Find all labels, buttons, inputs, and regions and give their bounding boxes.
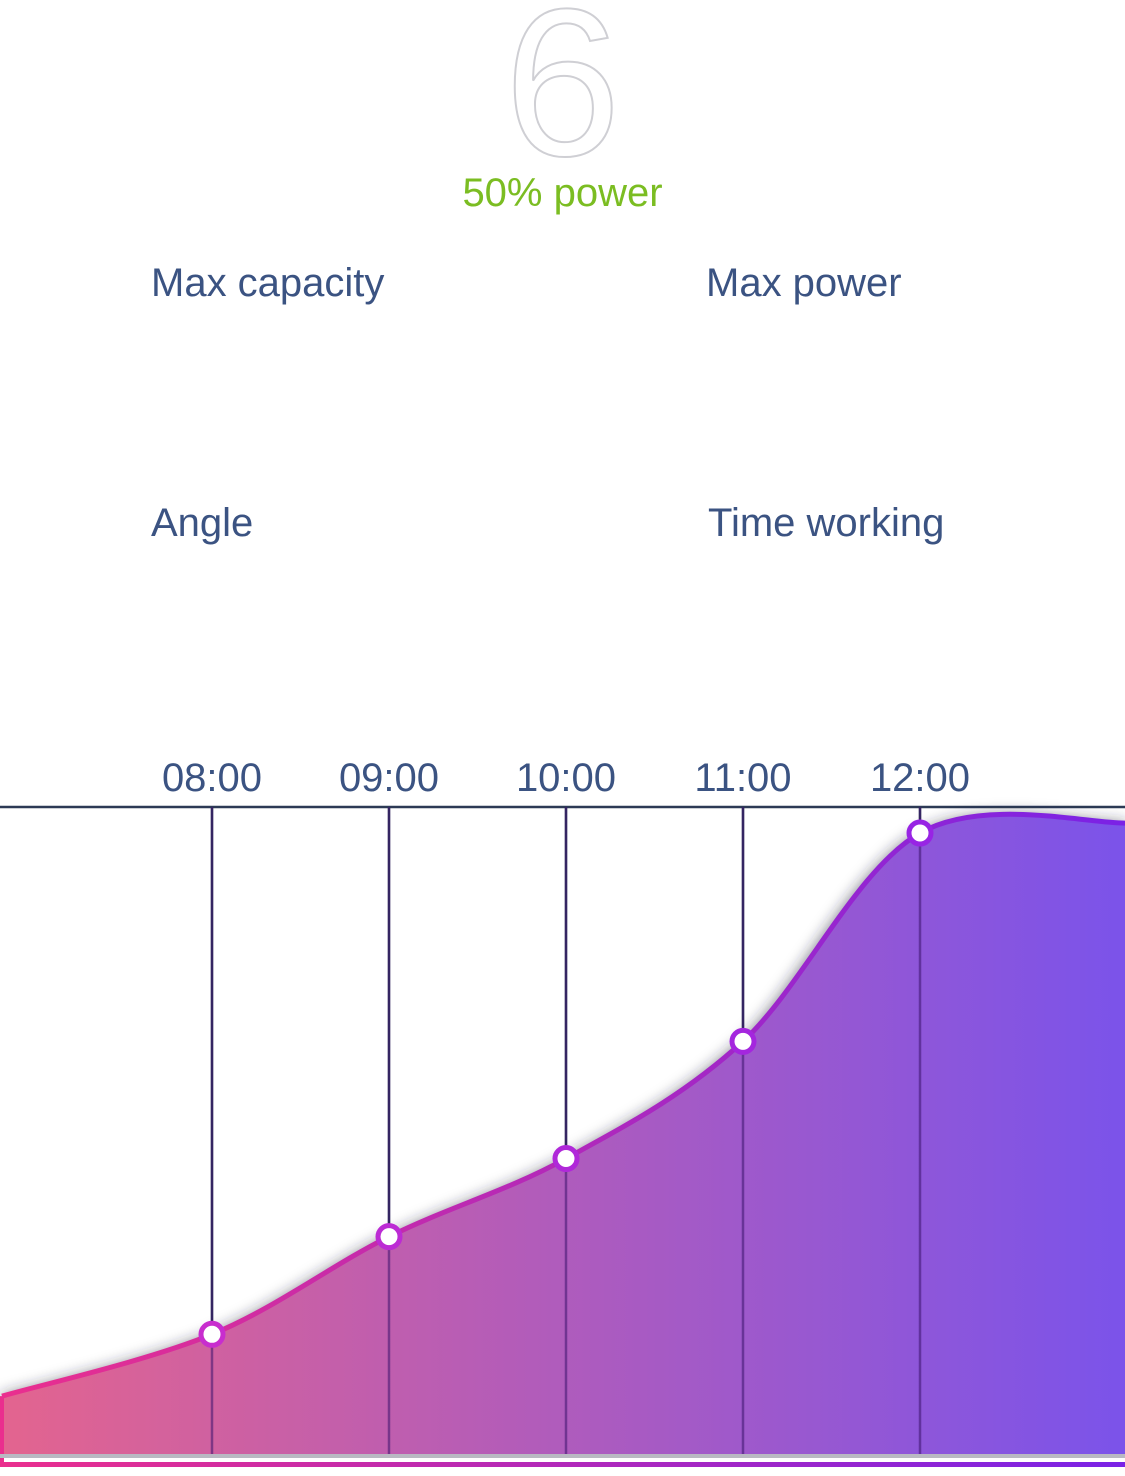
power-percentage: 50% power [462,171,663,215]
time-working-label: Time working [708,501,945,545]
time-tick-label: 10:00 [515,756,617,800]
data-point [198,1320,226,1348]
data-point [552,1145,580,1173]
data-point [729,1027,757,1055]
time-tick-label: 08:00 [161,756,263,800]
time-tick-label: 12:00 [869,756,971,800]
current-value: 6 [503,0,622,200]
max-capacity-label: Max capacity [151,261,385,305]
time-tick-label: 11:00 [694,756,792,800]
series-area [2,814,1125,1458]
data-point [906,819,934,847]
chart-baseline [0,1454,1125,1458]
time-tick-label: 09:00 [338,756,440,800]
angle-label: Angle [151,501,254,545]
max-power-label: Max power [706,261,902,305]
data-point [375,1223,403,1251]
chart-bottom-bar [0,1462,1125,1467]
